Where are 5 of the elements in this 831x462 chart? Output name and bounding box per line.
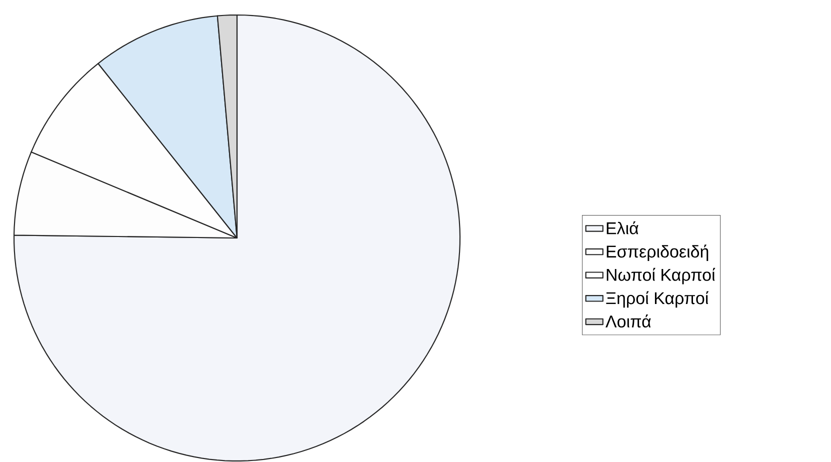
legend-label: Λοιπά — [606, 314, 651, 328]
legend-label: Ελιά — [606, 221, 638, 234]
legend-label: Ξηροί Καρποί — [606, 291, 709, 308]
legend-label: Εσπεριδοειδή — [606, 244, 708, 261]
legend-label: Νωποί Καρποί — [606, 268, 716, 284]
